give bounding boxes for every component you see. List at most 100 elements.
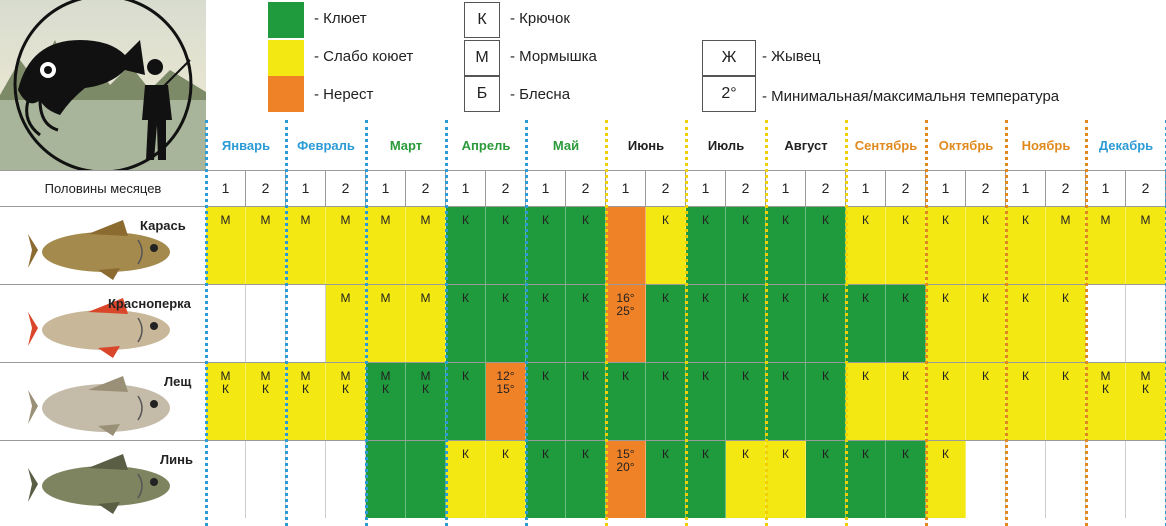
month-4: Апрель (461, 137, 511, 153)
half-cell: 2 (566, 170, 606, 206)
calendar-cell: 15° 20° (606, 440, 646, 518)
row-divider (0, 362, 1166, 363)
calendar-cell: М (326, 206, 366, 284)
half-cell: 2 (726, 170, 766, 206)
legend-swatch-weak-bite (268, 40, 304, 76)
calendar-cell: К (1046, 284, 1086, 362)
fish-image-icon (28, 376, 170, 436)
calendar-cell: М К (326, 362, 366, 440)
calendar-cell: М (1086, 206, 1126, 284)
calendar-cell: К (966, 362, 1006, 440)
calendar-cell (366, 440, 406, 518)
calendar-cell: К (806, 206, 846, 284)
calendar-cell: К (1046, 362, 1086, 440)
calendar-cell: К (806, 440, 846, 518)
calendar-cell (246, 284, 286, 362)
calendar-cell: К (606, 362, 646, 440)
calendar-cell: К (726, 362, 766, 440)
calendar-cell (286, 440, 326, 518)
calendar-cell: К (846, 362, 886, 440)
half-cell: 2 (246, 170, 286, 206)
half-cell: 1 (1006, 170, 1046, 206)
calendar-cell: К (646, 440, 686, 518)
calendar-cell (1006, 440, 1046, 518)
month-separator (605, 120, 608, 526)
month-11: Ноябрь (1021, 137, 1071, 153)
fish-image-icon (28, 298, 170, 358)
calendar-cell: К (766, 284, 806, 362)
month-6: Июнь (627, 137, 665, 153)
month-9: Сентябрь (854, 137, 918, 153)
fish-name: Карась (140, 218, 186, 233)
calendar-cell: К (526, 362, 566, 440)
month-5: Май (552, 137, 580, 153)
calendar-cell: К (926, 206, 966, 284)
calendar-cell: М К (206, 362, 246, 440)
calendar-cell: К (766, 362, 806, 440)
halves-label: Половины месяцев (44, 180, 162, 196)
calendar-cell: К (806, 284, 846, 362)
calendar-cell: К (886, 440, 926, 518)
half-cell: 1 (926, 170, 966, 206)
calendar-cell: К (566, 206, 606, 284)
calendar-cell: М (246, 206, 286, 284)
half-cell: 1 (366, 170, 406, 206)
calendar-cell: К (486, 206, 526, 284)
calendar-cell: К (926, 362, 966, 440)
calendar-cell: К (686, 284, 726, 362)
calendar-cell (206, 440, 246, 518)
calendar-cell: К (846, 440, 886, 518)
calendar-cell: К (806, 362, 846, 440)
half-cell: 1 (846, 170, 886, 206)
legend-label-mormyshka: - Мормышка (510, 48, 597, 65)
calendar-cell: К (526, 206, 566, 284)
calendar-cell: 12° 15° (486, 362, 526, 440)
calendar-cell: К (446, 206, 486, 284)
calendar-cell: М (206, 206, 246, 284)
legend-swatch-bite (268, 2, 304, 38)
calendar-cell (966, 440, 1006, 518)
half-cell: 2 (1126, 170, 1166, 206)
legend-label-temperature: - Минимальная/максимальня температура (762, 88, 1060, 105)
half-cell: 1 (606, 170, 646, 206)
calendar-cell: К (966, 284, 1006, 362)
calendar-cell: К (966, 206, 1006, 284)
half-cell: 1 (206, 170, 246, 206)
calendar-cell (606, 206, 646, 284)
calendar-cell: К (566, 362, 606, 440)
half-cell: 1 (526, 170, 566, 206)
month-12: Декабрь (1098, 137, 1154, 153)
calendar-cell: М К (1126, 362, 1166, 440)
legend-label-spoon: - Блесна (510, 86, 571, 103)
month-separator (685, 120, 688, 526)
fish-image-icon (28, 454, 170, 514)
row-divider (0, 170, 1166, 171)
half-cell: 2 (646, 170, 686, 206)
calendar-cell: М К (246, 362, 286, 440)
calendar-cell: К (486, 284, 526, 362)
calendar-cell: К (1006, 206, 1046, 284)
legend-label-spawning: - Нерест (314, 86, 374, 103)
fish-image-icon (28, 220, 170, 280)
calendar-cell: К (846, 284, 886, 362)
month-7: Июль (707, 137, 745, 153)
calendar-cell (206, 284, 246, 362)
legend: - Клюет - Слабо коюет - Нерест К - Крючо… (206, 0, 1166, 120)
calendar-cell: 16° 25° (606, 284, 646, 362)
calendar-cell: К (846, 206, 886, 284)
month-header-row: Январь Февраль Март Апрель Май Июнь Июль Август… (206, 120, 1166, 170)
calendar-cell (1046, 440, 1086, 518)
calendar-cell: К (1006, 362, 1046, 440)
calendar-cell: К (926, 284, 966, 362)
calendar-cell: К (446, 284, 486, 362)
month-separator (1005, 120, 1008, 526)
calendar-cell: К (766, 206, 806, 284)
month-2: Февраль (297, 137, 355, 153)
calendar-cell: К (446, 362, 486, 440)
month-separator (205, 120, 208, 526)
calendar-cell: М (286, 206, 326, 284)
fish-name: Красноперка (108, 296, 191, 311)
calendar-cell (1126, 440, 1166, 518)
calendar-cell: К (566, 284, 606, 362)
month-separator (845, 120, 848, 526)
